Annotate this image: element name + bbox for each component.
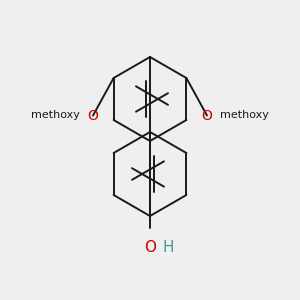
Text: H: H bbox=[162, 240, 174, 255]
Text: methoxy: methoxy bbox=[220, 110, 269, 121]
Text: O: O bbox=[202, 109, 212, 122]
Text: O: O bbox=[88, 109, 98, 122]
Text: methoxy: methoxy bbox=[31, 110, 80, 121]
Text: O: O bbox=[144, 240, 156, 255]
